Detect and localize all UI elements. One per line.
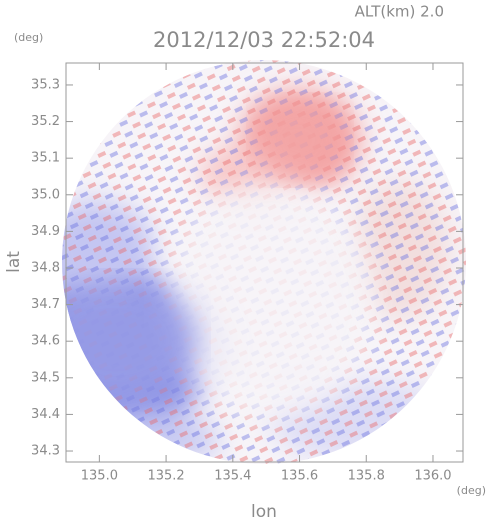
y-tick-label: 34.9 <box>31 224 60 239</box>
x-tick-label: 135.6 <box>281 469 318 484</box>
x-tick-label: 135.8 <box>348 469 385 484</box>
altitude-label: ALT(km) 2.0 <box>355 3 444 21</box>
y-unit: (deg) <box>14 31 43 44</box>
y-tick-label: 34.6 <box>31 334 60 349</box>
y-tick-label: 35.1 <box>31 151 60 166</box>
x-tick-label: 136.0 <box>414 469 451 484</box>
plot-frame <box>65 62 464 463</box>
y-tick-label: 34.3 <box>31 444 60 459</box>
x-tick-label: 135.4 <box>214 469 251 484</box>
x-unit: (deg) <box>457 484 486 497</box>
y-axis-label: lat <box>4 251 24 273</box>
y-tick-label: 34.5 <box>31 370 60 385</box>
y-tick-label: 34.4 <box>31 407 60 422</box>
y-tick-label: 35.0 <box>31 187 60 202</box>
x-axis-label: lon <box>251 502 277 521</box>
x-tick-label: 135.2 <box>147 469 184 484</box>
y-tick-label: 34.8 <box>31 260 60 275</box>
y-tick-label: 35.3 <box>31 77 60 92</box>
x-tick-label: 135.0 <box>81 469 118 484</box>
y-tick-label: 34.7 <box>31 297 60 312</box>
chart-title: 2012/12/03 22:52:04 <box>153 28 375 52</box>
radar-field <box>62 60 466 464</box>
y-tick-label: 35.2 <box>31 114 60 129</box>
